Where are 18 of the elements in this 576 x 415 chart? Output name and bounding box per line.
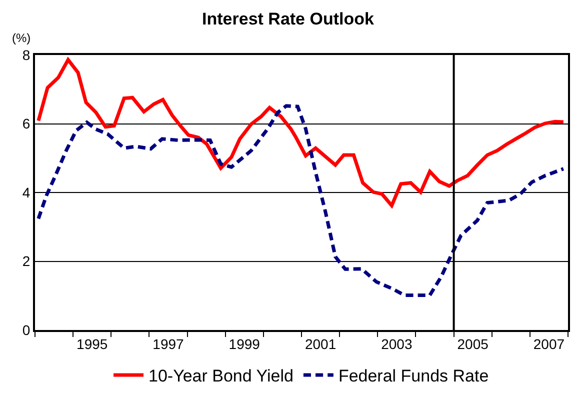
x-tick-label: 1999: [228, 336, 260, 352]
y-tick-label: 2: [22, 253, 30, 270]
x-tick-label: 2003: [381, 336, 412, 352]
x-tick-label: 1997: [152, 336, 184, 352]
chart-title: Interest Rate Outlook: [202, 9, 374, 28]
x-tick-label: 2005: [457, 336, 489, 352]
line-series: [36, 104, 566, 298]
legend-label: Federal Funds Rate: [338, 366, 489, 386]
x-tick-label: 2007: [533, 336, 565, 352]
line-series: [36, 58, 566, 208]
y-tick-label: 4: [22, 184, 30, 200]
y-tick-label: 0: [22, 322, 30, 338]
x-tick-label: 1995: [76, 336, 108, 352]
y-tick-label: 6: [22, 116, 30, 132]
y-tick-label: 8: [22, 46, 30, 63]
x-tick-label: 2001: [304, 336, 336, 352]
legend-label: 10-Year Bond Yield: [148, 366, 294, 386]
y-axis-title: (%): [12, 31, 31, 45]
